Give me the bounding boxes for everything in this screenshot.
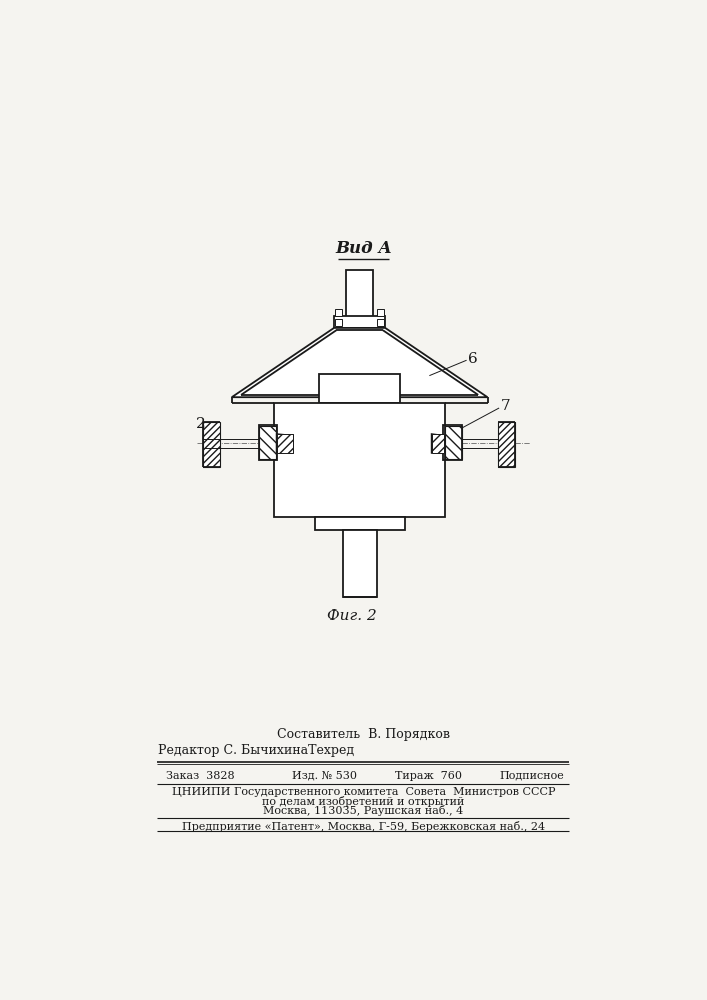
Text: Подписное: Подписное <box>499 771 564 781</box>
Text: Составитель  В. Порядков: Составитель В. Порядков <box>277 728 450 741</box>
Bar <box>432 434 444 453</box>
Bar <box>378 319 385 326</box>
Bar <box>335 309 341 316</box>
Bar <box>259 426 276 459</box>
Bar <box>445 426 462 459</box>
Bar <box>320 374 400 403</box>
Bar <box>443 425 462 460</box>
Text: Предприятие «Патент», Москва, Г-59, Бережковская наб., 24: Предприятие «Патент», Москва, Г-59, Бере… <box>182 821 545 832</box>
Text: 2: 2 <box>197 417 206 431</box>
Text: Вид А: Вид А <box>335 240 392 257</box>
Bar <box>315 517 404 530</box>
Bar <box>378 309 385 316</box>
Text: Редактор С. БычихинаТехред: Редактор С. БычихинаТехред <box>158 744 354 757</box>
Text: 7: 7 <box>501 399 510 413</box>
Text: 6: 6 <box>468 352 478 366</box>
Text: ЦНИИПИ Государственного комитета  Совета  Министров СССР: ЦНИИПИ Государственного комитета Совета … <box>172 787 555 797</box>
Bar <box>498 422 515 466</box>
Bar <box>203 422 220 466</box>
Text: Изд. № 530: Изд. № 530 <box>292 771 357 781</box>
Bar <box>346 270 373 323</box>
Text: Фиг. 2: Фиг. 2 <box>327 609 377 623</box>
Text: по делам изобретений и открытий: по делам изобретений и открытий <box>262 796 464 807</box>
Bar <box>343 530 377 597</box>
Bar <box>276 434 293 453</box>
Bar <box>259 425 277 460</box>
Bar <box>274 403 445 517</box>
Text: Заказ  3828: Заказ 3828 <box>166 771 235 781</box>
Bar <box>334 316 385 329</box>
Polygon shape <box>276 434 293 453</box>
Polygon shape <box>232 328 488 397</box>
Text: Москва, 113035, Раушская наб., 4: Москва, 113035, Раушская наб., 4 <box>264 805 464 816</box>
Polygon shape <box>432 434 443 453</box>
Bar <box>335 319 341 326</box>
Text: Тираж  760: Тираж 760 <box>395 771 462 781</box>
